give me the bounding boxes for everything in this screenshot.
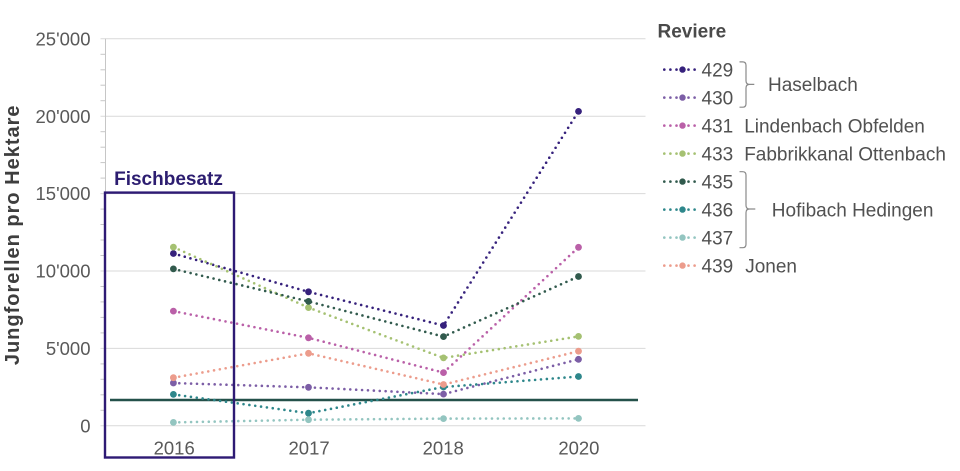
svg-text:Jungforellen pro Hektare: Jungforellen pro Hektare [2, 104, 24, 365]
svg-text:20'000: 20'000 [36, 106, 91, 127]
svg-text:2018: 2018 [423, 437, 464, 458]
svg-text:2017: 2017 [289, 437, 330, 458]
svg-text:Fischbesatz: Fischbesatz [114, 169, 223, 190]
svg-text:Hofibach Hedingen: Hofibach Hedingen [772, 200, 934, 221]
svg-text:Reviere: Reviere [658, 22, 727, 43]
svg-text:2020: 2020 [558, 437, 599, 458]
svg-text:Lindenbach Obfelden: Lindenbach Obfelden [744, 116, 925, 137]
svg-text:2016: 2016 [154, 437, 195, 458]
svg-text:0: 0 [80, 415, 90, 436]
svg-text:Jonen: Jonen [745, 256, 797, 277]
svg-text:10'000: 10'000 [36, 261, 91, 282]
svg-text:15'000: 15'000 [36, 183, 91, 204]
svg-text:433: 433 [702, 144, 734, 165]
svg-text:429: 429 [702, 60, 734, 81]
svg-text:435: 435 [702, 172, 734, 193]
svg-text:430: 430 [702, 88, 734, 109]
svg-text:Haselbach: Haselbach [768, 75, 858, 96]
svg-text:Fabbrikkanal Ottenbach: Fabbrikkanal Ottenbach [744, 144, 946, 165]
svg-text:431: 431 [702, 116, 734, 137]
svg-text:437: 437 [702, 228, 734, 249]
svg-text:25'000: 25'000 [36, 28, 91, 49]
svg-text:439: 439 [702, 256, 734, 277]
svg-text:5'000: 5'000 [46, 338, 91, 359]
svg-text:436: 436 [702, 200, 734, 221]
